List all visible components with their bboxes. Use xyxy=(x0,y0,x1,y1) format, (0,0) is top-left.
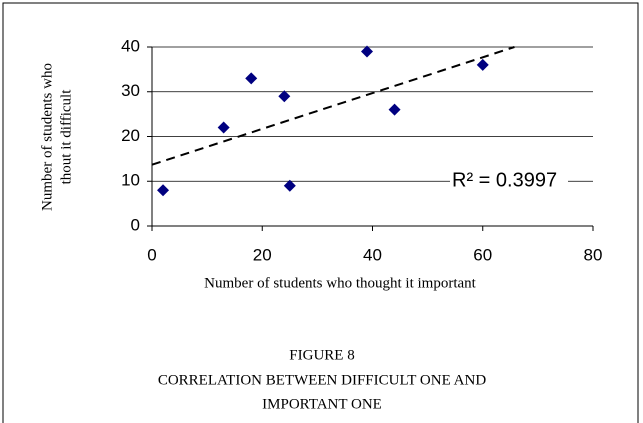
point xyxy=(245,72,258,85)
point xyxy=(157,184,170,197)
point xyxy=(278,90,291,103)
y-axis-label: Number of students who xyxy=(39,63,55,211)
y-tick-label: 20 xyxy=(121,126,140,145)
x-tick-label: 80 xyxy=(584,245,603,264)
annotation: R² = 0.3997 xyxy=(452,169,557,191)
y-tick-label: 10 xyxy=(121,171,140,190)
point xyxy=(388,103,401,116)
y-tick-label: 40 xyxy=(121,36,140,55)
caption: IMPORTANT ONE xyxy=(262,396,382,412)
x-tick-label: 40 xyxy=(363,245,382,264)
y-tick-label: 30 xyxy=(121,81,140,100)
point xyxy=(476,58,489,71)
caption: FIGURE 8 xyxy=(289,347,354,363)
caption: CORRELATION BETWEEN DIFFICULT ONE AND xyxy=(158,372,486,388)
y-axis-label: thout it difficult xyxy=(58,89,74,185)
x-tick-label: 20 xyxy=(253,245,272,264)
point xyxy=(283,179,296,192)
annotation-bg xyxy=(450,168,568,192)
trendline xyxy=(151,46,515,166)
point xyxy=(217,121,230,134)
y-tick-label: 0 xyxy=(131,215,140,234)
x-tick-label: 60 xyxy=(473,245,492,264)
x-axis-label: Number of students who thought it import… xyxy=(204,275,476,291)
x-tick-label: 0 xyxy=(147,245,156,264)
point xyxy=(360,45,373,58)
